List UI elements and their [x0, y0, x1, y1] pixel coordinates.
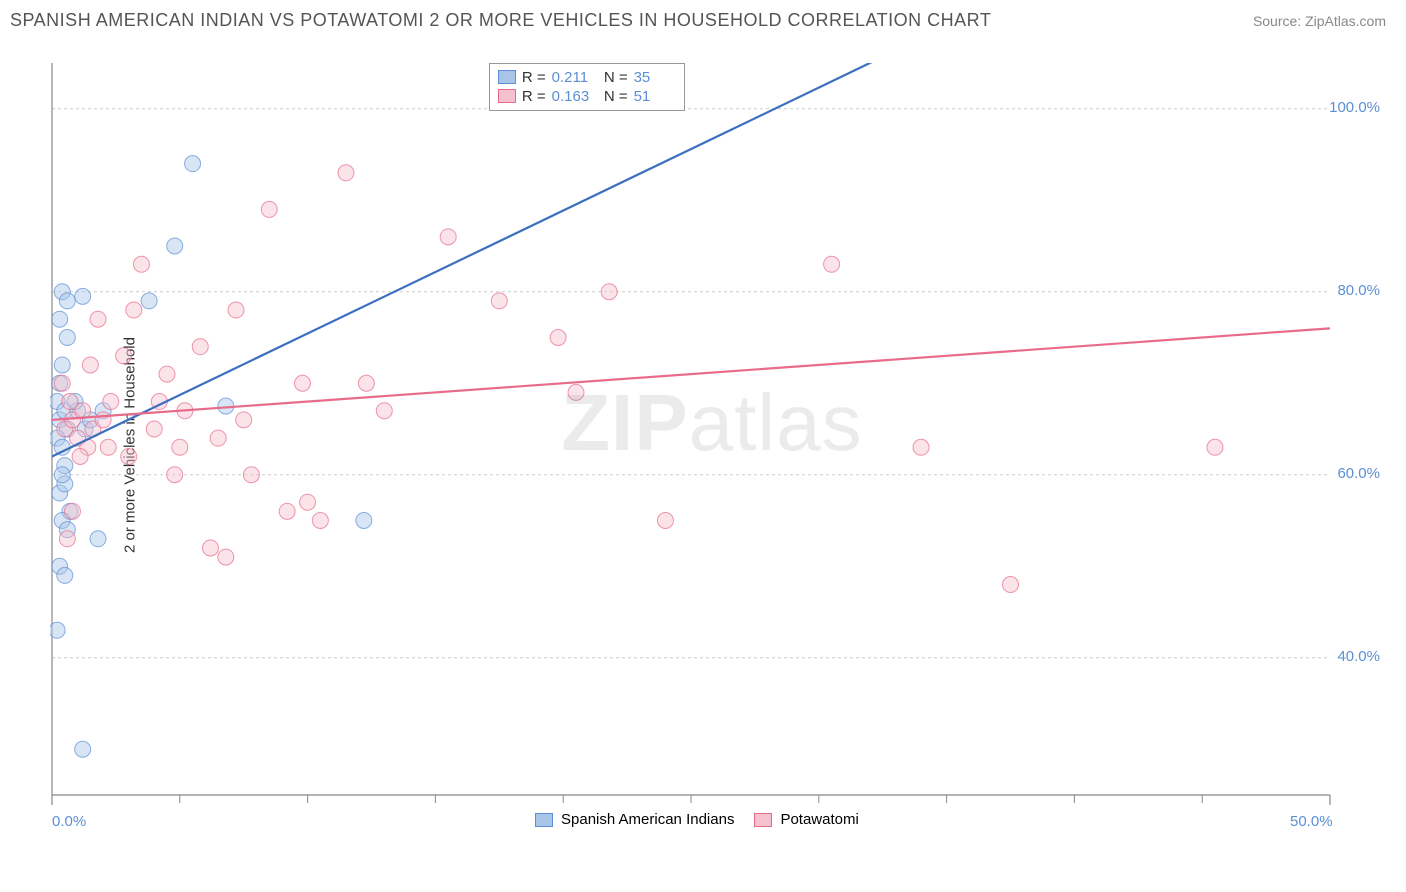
series-name: Spanish American Indians: [561, 811, 734, 828]
chart-title: SPANISH AMERICAN INDIAN VS POTAWATOMI 2 …: [10, 10, 991, 31]
chart-area: 2 or more Vehicles in Household ZIPatlas…: [50, 55, 1380, 835]
legend-swatch-icon: [498, 70, 516, 84]
n-value: 51: [634, 88, 676, 105]
stat-legend-row: R = 0.163 N = 51: [498, 87, 676, 106]
legend-swatch-icon: [535, 813, 553, 827]
n-label: N =: [600, 69, 628, 86]
r-label: R =: [522, 88, 546, 105]
r-value: 0.163: [552, 88, 594, 105]
r-label: R =: [522, 69, 546, 86]
series-legend-item: Potawatomi: [754, 811, 858, 828]
series-legend-item: Spanish American Indians: [535, 811, 734, 828]
source-label: Source: ZipAtlas.com: [1253, 13, 1386, 29]
r-value: 0.211: [552, 69, 594, 86]
n-value: 35: [634, 69, 676, 86]
x-tick-label: 0.0%: [52, 813, 86, 830]
stat-legend: R = 0.211 N = 35R = 0.163 N = 51: [489, 63, 685, 111]
n-label: N =: [600, 88, 628, 105]
legend-swatch-icon: [754, 813, 772, 827]
y-tick-label: 40.0%: [1337, 648, 1380, 665]
watermark: ZIPatlas: [561, 377, 862, 469]
x-tick-label: 50.0%: [1290, 813, 1333, 830]
stat-legend-row: R = 0.211 N = 35: [498, 68, 676, 87]
chart-header: SPANISH AMERICAN INDIAN VS POTAWATOMI 2 …: [0, 0, 1406, 36]
legend-swatch-icon: [498, 89, 516, 103]
series-name: Potawatomi: [780, 811, 858, 828]
y-tick-label: 60.0%: [1337, 465, 1380, 482]
y-tick-label: 100.0%: [1329, 99, 1380, 116]
series-legend: Spanish American Indians Potawatomi: [535, 811, 859, 828]
y-tick-label: 80.0%: [1337, 282, 1380, 299]
